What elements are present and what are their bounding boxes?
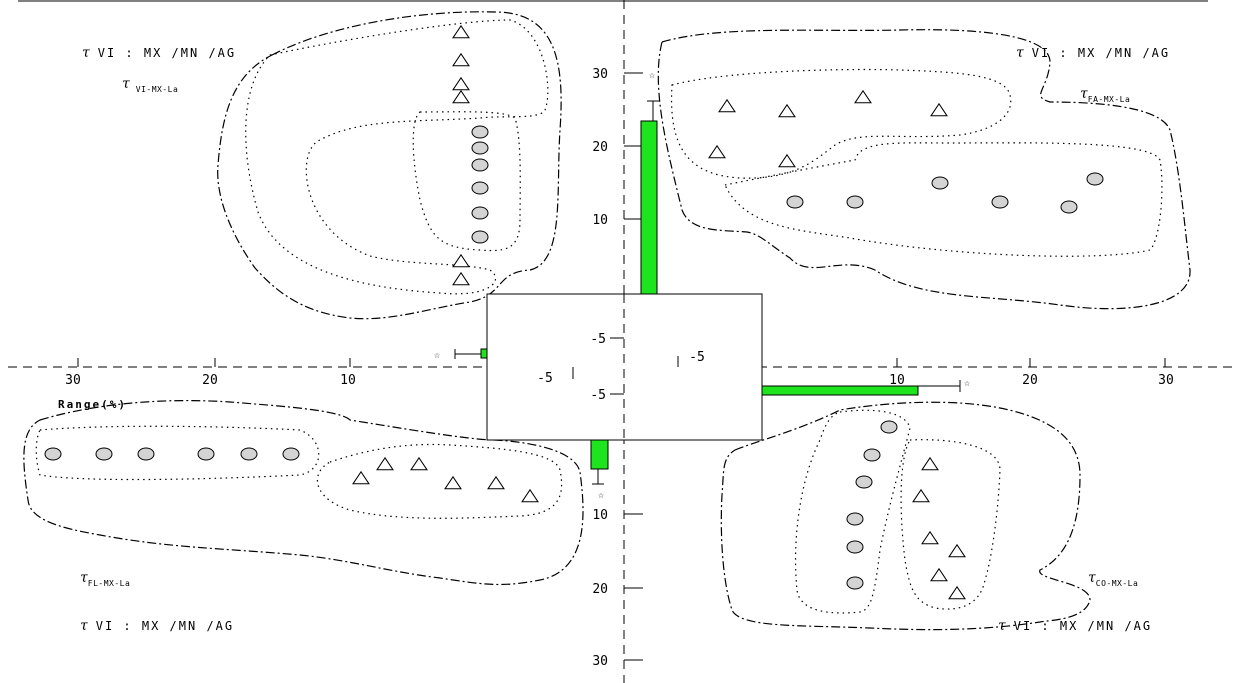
range-label: Range(%) <box>58 398 127 411</box>
x-tick-left-30: 30 <box>65 373 81 388</box>
circle-marker <box>931 176 949 190</box>
circle-marker <box>471 158 489 172</box>
y-tick-bottom-10: 10 <box>592 508 608 523</box>
bar-vi <box>480 348 488 359</box>
circle-marker <box>240 447 258 461</box>
triangle-marker <box>718 98 736 113</box>
region-inner-vi-a <box>245 19 549 295</box>
circle-marker <box>846 540 864 554</box>
tau-label-vi: τ VI-MX-La <box>122 76 178 94</box>
circle-marker <box>880 420 898 434</box>
x-tick-right-20: 20 <box>1022 373 1038 388</box>
region-outline-vi <box>217 11 562 320</box>
region-inner-co-a <box>795 409 911 614</box>
triangle-marker <box>452 52 470 67</box>
region-inner-fl-b <box>316 443 563 519</box>
triangle-marker <box>921 456 939 471</box>
y-tick-top-30: 30 <box>592 67 608 82</box>
circle-marker <box>471 125 489 139</box>
region-outline-fl <box>23 399 584 586</box>
x-tick-left-10: 10 <box>340 373 356 388</box>
circle-marker <box>846 195 864 209</box>
region-inner-fa-b <box>724 142 1163 257</box>
inner-tick-bottom: -5 <box>590 388 606 403</box>
formula-label-fa: τ VI : MX /MN /AG <box>1016 45 1170 61</box>
error-whiskers <box>454 100 961 485</box>
circle-marker <box>471 230 489 244</box>
region-outline-fa <box>657 29 1191 310</box>
triangle-marker <box>778 153 796 168</box>
circle-marker <box>471 181 489 195</box>
circle-marker <box>471 206 489 220</box>
triangle-marker <box>930 102 948 117</box>
tau-label-co: τCO-MX-La <box>1088 570 1138 588</box>
formula-label-vi: τ VI : MX /MN /AG <box>82 45 236 61</box>
bar-fa <box>640 120 658 295</box>
tau-label-fa: τFA-MX-La <box>1080 86 1130 104</box>
triangle-marker <box>410 456 428 471</box>
triangle-marker <box>452 89 470 104</box>
region-inner-co-b <box>900 439 1001 610</box>
y-tick-top-10: 10 <box>592 213 608 228</box>
triangle-marker <box>452 76 470 91</box>
bars-layer <box>480 120 919 470</box>
triangle-marker <box>352 470 370 485</box>
x-tick-left-20: 20 <box>202 373 218 388</box>
circle-marker <box>863 448 881 462</box>
circle-marker <box>1086 172 1104 186</box>
inner-tick-left: -5 <box>537 371 553 386</box>
formula-label-co: τ VI : MX /MN /AG <box>998 618 1152 634</box>
triangle-marker <box>948 543 966 558</box>
triangle-marker <box>912 488 930 503</box>
triangle-marker <box>521 488 539 503</box>
triangle-marker <box>948 585 966 600</box>
circle-marker <box>786 195 804 209</box>
circle-marker <box>855 475 873 489</box>
circle-marker <box>991 195 1009 209</box>
circle-marker <box>197 447 215 461</box>
triangle-marker <box>444 475 462 490</box>
circle-marker <box>95 447 113 461</box>
circle-marker <box>44 447 62 461</box>
star-marker-fl: ☆ <box>598 490 604 501</box>
star-marker-co: ☆ <box>964 378 970 389</box>
star-marker-fa: ☆ <box>649 70 655 81</box>
region-outline-co <box>720 401 1091 631</box>
triangle-marker <box>854 89 872 104</box>
triangle-marker <box>452 24 470 39</box>
star-marker-vi: ☆ <box>434 350 440 361</box>
inner-tick-top: -5 <box>590 332 606 347</box>
inner-tick-right: -5 <box>689 350 705 365</box>
circle-marker <box>846 512 864 526</box>
circle-marker <box>1060 200 1078 214</box>
triangle-marker <box>376 456 394 471</box>
triangle-marker <box>778 103 796 118</box>
circle-marker <box>282 447 300 461</box>
y-tick-bottom-30: 30 <box>592 654 608 669</box>
triangle-marker <box>487 475 505 490</box>
region-inner-vi-b <box>412 111 521 252</box>
y-tick-bottom-20: 20 <box>592 582 608 597</box>
x-tick-right-10: 10 <box>889 373 905 388</box>
bar-fl <box>590 439 609 470</box>
y-tick-top-20: 20 <box>592 140 608 155</box>
x-tick-right-30: 30 <box>1158 373 1174 388</box>
triangle-marker <box>930 567 948 582</box>
triangle-marker <box>452 271 470 286</box>
region-inner-fa-a <box>670 68 1012 179</box>
circle-marker <box>471 141 489 155</box>
region-inner-fl-a <box>35 425 320 481</box>
circle-marker <box>846 576 864 590</box>
triangle-marker <box>921 530 939 545</box>
triangle-marker <box>708 144 726 159</box>
circle-marker <box>137 447 155 461</box>
tau-label-fl: τFL-MX-La <box>80 570 130 588</box>
triangle-marker <box>452 253 470 268</box>
bar-co <box>761 385 919 396</box>
formula-label-fl: τ VI : MX /MN /AG <box>80 618 234 634</box>
